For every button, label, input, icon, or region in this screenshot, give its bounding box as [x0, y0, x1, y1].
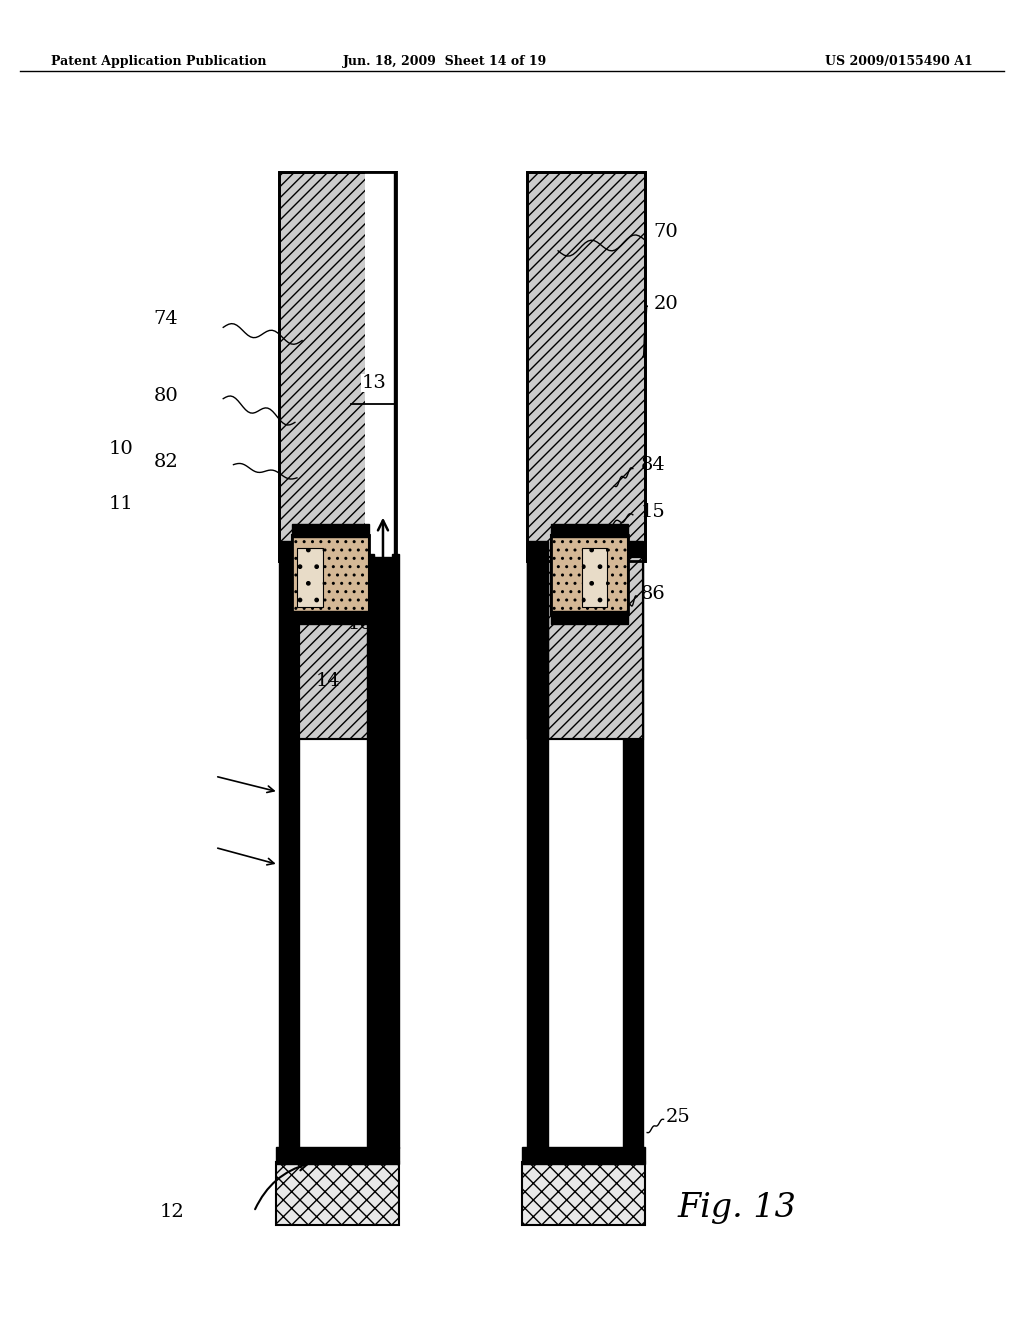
Bar — [279, 172, 396, 561]
Text: 10: 10 — [109, 440, 133, 458]
Bar — [527, 172, 645, 561]
Bar — [551, 535, 628, 614]
Text: 13: 13 — [361, 374, 386, 392]
Bar — [365, 172, 400, 561]
Text: 14: 14 — [315, 672, 340, 690]
Bar — [276, 1162, 399, 1225]
Bar — [292, 611, 369, 624]
Text: 15: 15 — [641, 503, 666, 521]
Bar — [582, 548, 607, 607]
Bar — [551, 611, 628, 624]
Bar — [548, 557, 643, 739]
Bar — [392, 554, 399, 1148]
Bar — [548, 557, 643, 739]
Bar — [551, 524, 628, 537]
Text: Patent Application Publication: Patent Application Publication — [51, 55, 266, 69]
Text: 25: 25 — [666, 1107, 690, 1126]
Bar — [374, 541, 394, 1148]
Text: 80: 80 — [154, 387, 178, 405]
Text: 11: 11 — [109, 495, 133, 513]
Bar — [527, 172, 645, 561]
Bar — [292, 535, 369, 614]
Bar — [374, 557, 394, 739]
Text: 12: 12 — [160, 1203, 184, 1221]
Bar — [623, 541, 643, 1148]
Text: 20: 20 — [653, 294, 678, 313]
Bar — [527, 557, 548, 739]
Text: 82: 82 — [154, 453, 178, 471]
Text: Jun. 18, 2009  Sheet 14 of 19: Jun. 18, 2009 Sheet 14 of 19 — [343, 55, 548, 69]
Text: US 2009/0155490 A1: US 2009/0155490 A1 — [825, 55, 973, 69]
Bar — [299, 557, 374, 739]
Bar — [292, 524, 369, 537]
Bar — [276, 1147, 399, 1164]
Text: Fig. 13: Fig. 13 — [678, 1192, 797, 1224]
Bar — [367, 554, 374, 1148]
Bar — [527, 541, 548, 1148]
Text: 84: 84 — [641, 455, 666, 474]
Bar — [522, 1162, 645, 1225]
Text: 74: 74 — [154, 310, 178, 329]
Bar — [297, 548, 323, 607]
Text: 16: 16 — [348, 615, 373, 634]
Text: 86: 86 — [641, 585, 666, 603]
Bar — [279, 541, 299, 1148]
Bar — [522, 1147, 645, 1164]
Bar — [299, 557, 374, 739]
Bar — [292, 535, 369, 614]
Bar — [551, 535, 628, 614]
Bar — [279, 172, 396, 561]
Bar — [394, 172, 396, 561]
Text: 70: 70 — [653, 223, 678, 242]
